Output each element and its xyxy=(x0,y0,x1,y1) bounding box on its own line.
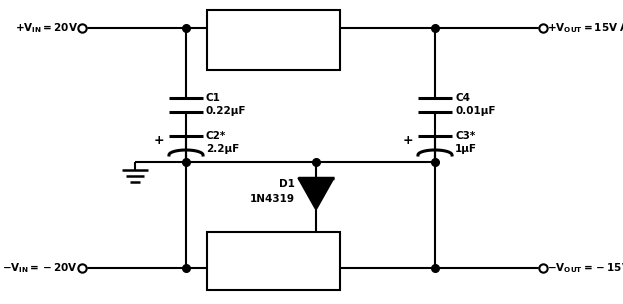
Text: 0.01μF: 0.01μF xyxy=(455,106,495,116)
Bar xyxy=(207,10,340,70)
Text: C2*: C2* xyxy=(206,131,226,141)
Text: C4: C4 xyxy=(455,93,470,103)
Text: 2.2μF: 2.2μF xyxy=(206,144,239,154)
Text: 0.22μF: 0.22μF xyxy=(206,106,247,116)
Text: +: + xyxy=(402,133,413,147)
Bar xyxy=(207,232,340,290)
Text: C1: C1 xyxy=(206,93,221,103)
Text: +: + xyxy=(153,133,164,147)
Text: $\mathbf{-V_{OUT}}$$\mathbf{ = -15V\ AT\ 100\ mA}$: $\mathbf{-V_{OUT}}$$\mathbf{ = -15V\ AT\… xyxy=(547,261,623,275)
Text: D1: D1 xyxy=(279,179,295,189)
Text: LM78L15: LM78L15 xyxy=(242,33,305,47)
Text: 1μF: 1μF xyxy=(455,144,477,154)
Polygon shape xyxy=(298,178,334,210)
Text: 1N4319: 1N4319 xyxy=(250,194,295,204)
Text: C3*: C3* xyxy=(455,131,475,141)
Text: $\mathbf{-V_{IN}}$$\mathbf{ = -20V}$: $\mathbf{-V_{IN}}$$\mathbf{ = -20V}$ xyxy=(2,261,78,275)
Text: $\mathbf{+V_{IN}}$$\mathbf{ = 20V}$: $\mathbf{+V_{IN}}$$\mathbf{ = 20V}$ xyxy=(15,21,78,35)
Text: $\mathbf{+V_{OUT}}$$\mathbf{ = 15V\ AT\ 100\ mA}$: $\mathbf{+V_{OUT}}$$\mathbf{ = 15V\ AT\ … xyxy=(547,21,623,35)
Text: LM320H-15: LM320H-15 xyxy=(234,254,313,268)
